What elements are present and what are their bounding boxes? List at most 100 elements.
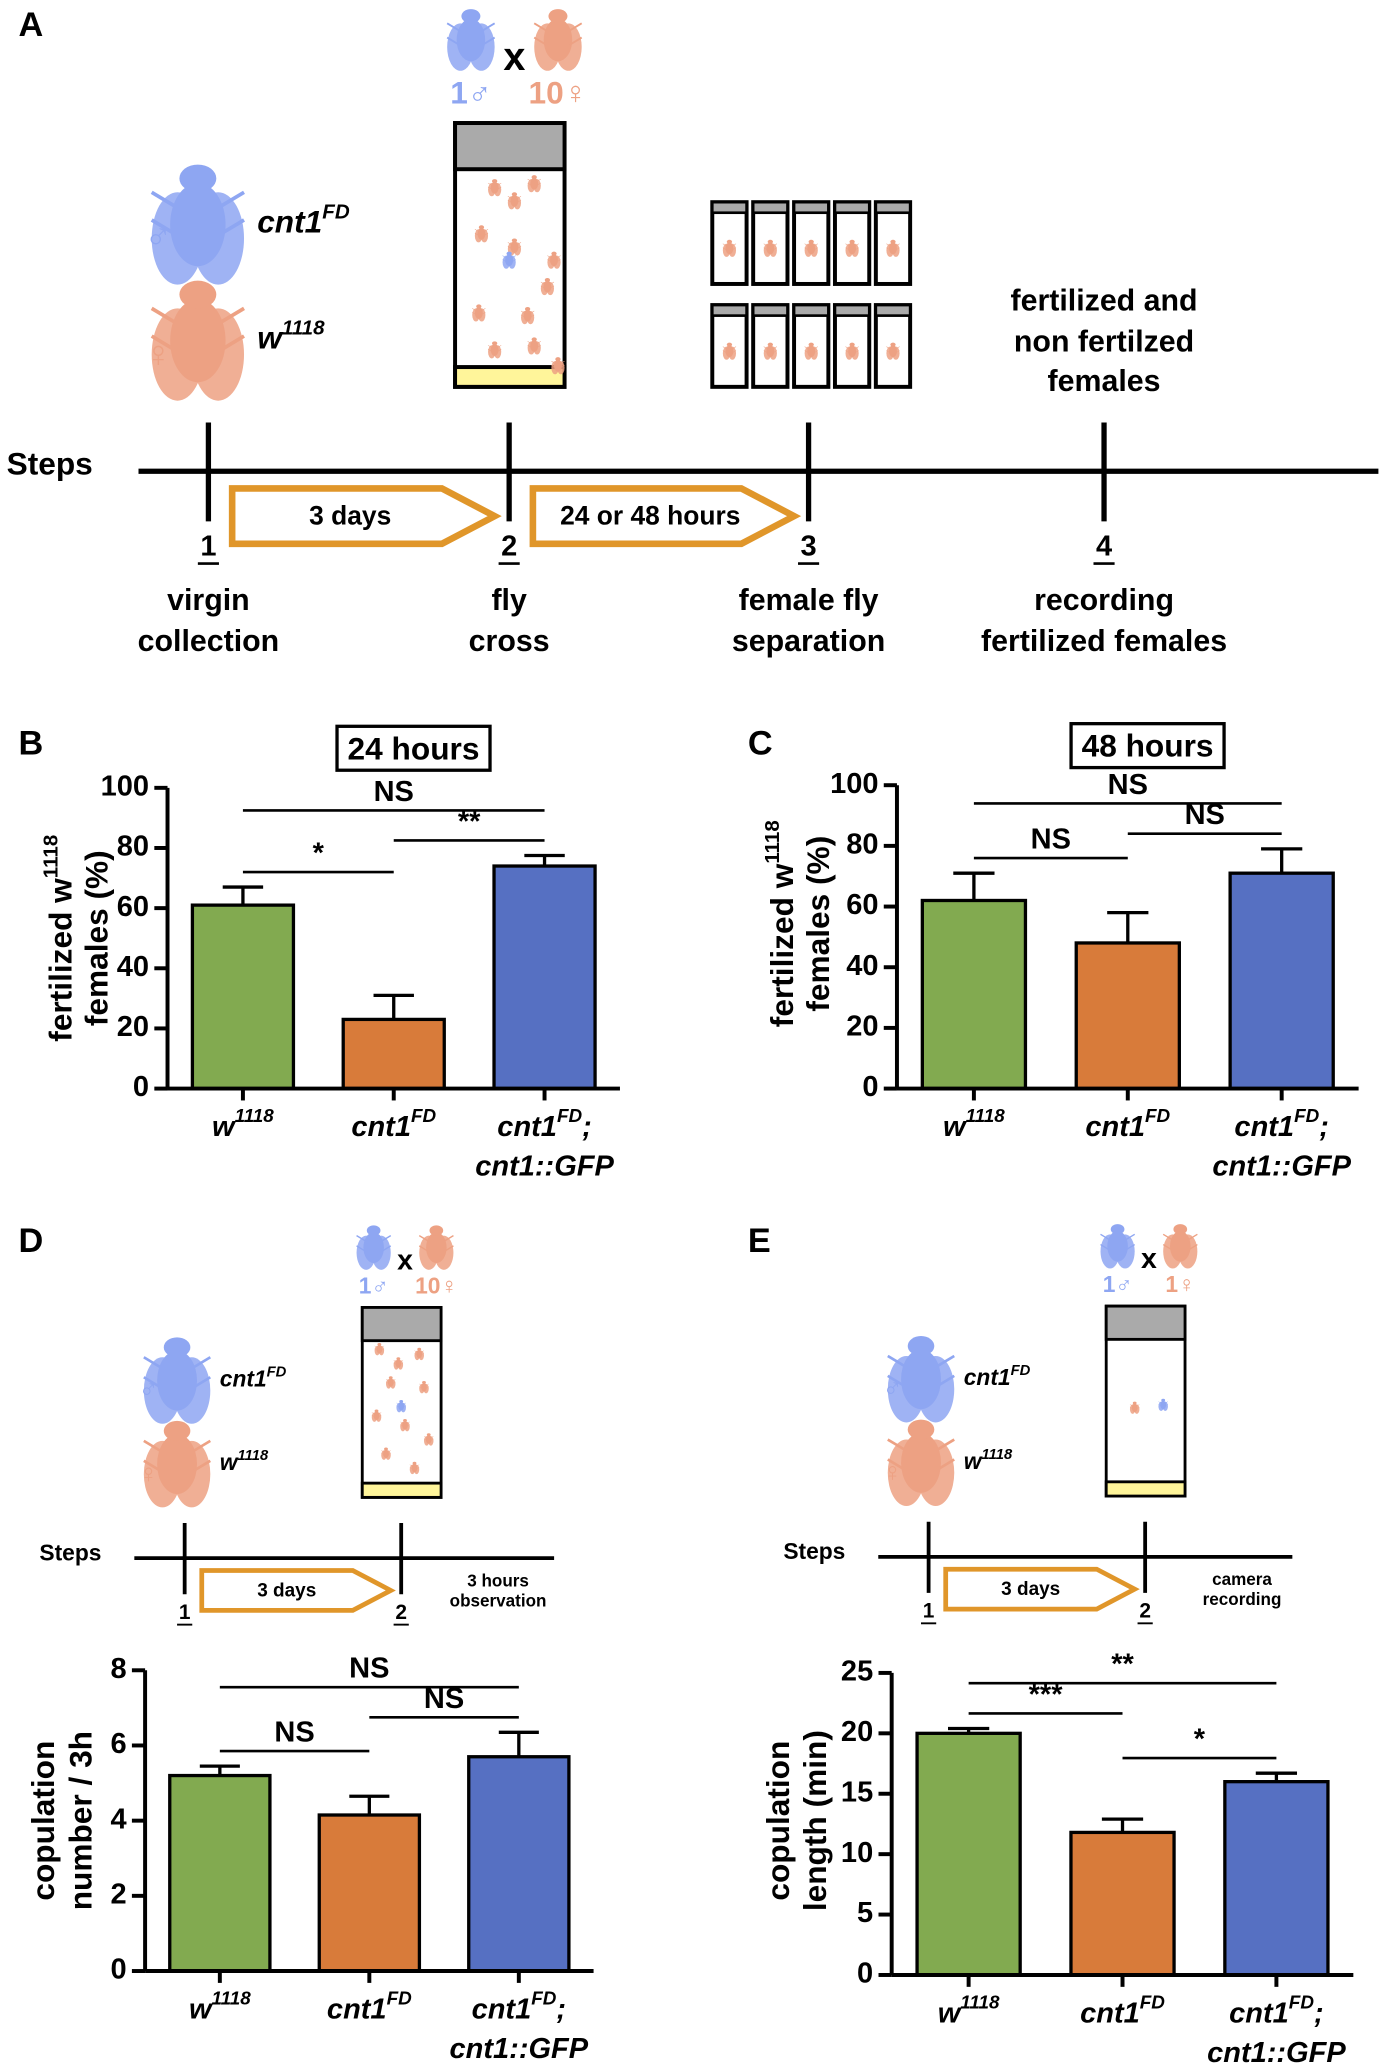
y-axis-label: copulation: [760, 1741, 796, 1901]
x-tick-label-text: cnt1: [1085, 1111, 1145, 1143]
fly-head: [384, 1447, 388, 1451]
fly-leg: [446, 22, 460, 32]
fly-leg: [388, 1453, 391, 1455]
step-number: 3: [801, 530, 817, 562]
fly-leg: [193, 1459, 211, 1472]
fly-leg: [804, 346, 809, 349]
panel-label: B: [18, 725, 43, 763]
fly-head: [426, 1433, 431, 1437]
fly-leg: [855, 346, 859, 349]
duration-label: 3 days: [1001, 1579, 1060, 1600]
significance-label: NS: [1031, 824, 1071, 856]
fly-leg: [550, 285, 555, 289]
fly-body: [1131, 1403, 1138, 1413]
fly-leg: [219, 306, 245, 324]
fly-leg: [403, 1402, 407, 1405]
fly-leg: [936, 1354, 955, 1368]
female-genotype-sup: 1118: [282, 317, 325, 340]
fly-leg: [1162, 1233, 1173, 1241]
fly-icon: [886, 342, 900, 360]
panel-label: A: [18, 6, 43, 44]
fly-icon: [520, 307, 535, 325]
y-axis-label: copulation: [26, 1741, 62, 1901]
fly-icon: [487, 179, 502, 197]
y-tick-label: 100: [830, 768, 878, 800]
fly-leg: [763, 243, 768, 246]
fly-body: [554, 359, 562, 372]
steps-label: Steps: [7, 445, 93, 481]
x-tick-label-text: w: [943, 1111, 968, 1143]
fly-leg: [550, 281, 555, 285]
significance-label: NS: [349, 1653, 389, 1685]
fly-head: [726, 239, 733, 244]
fly-icon: [1162, 1224, 1198, 1269]
fly-leg: [507, 196, 512, 199]
fly-leg: [381, 1235, 392, 1242]
x-tick-label-after: ;: [1319, 1111, 1329, 1143]
fly-body: [477, 227, 486, 240]
bar: [1228, 871, 1335, 1091]
fly-leg: [537, 178, 541, 182]
fly-leg: [388, 1450, 391, 1452]
y-tick-label: 40: [117, 951, 149, 983]
y-tick-label: 2: [110, 1878, 126, 1910]
duration-arrow: [199, 1568, 396, 1613]
fly-leg: [385, 1378, 389, 1381]
step-label: collection: [138, 625, 280, 658]
fly-body: [376, 1344, 383, 1354]
x-tick-label-sup: 1118: [235, 1106, 275, 1127]
fly-head: [179, 280, 217, 309]
fly-leg: [537, 182, 541, 186]
fly-leg: [472, 308, 476, 311]
x-tick-label-line2: cnt1::GFP: [475, 1150, 614, 1182]
fly-leg: [1158, 1404, 1161, 1407]
fly-leg: [1100, 1233, 1110, 1241]
fly-icon: [502, 251, 516, 269]
fly-leg: [487, 182, 492, 186]
fly-leg: [474, 228, 479, 232]
x-tick-label-sup: FD: [1289, 1992, 1315, 2013]
fly-leg: [1136, 1404, 1140, 1407]
fly-leg: [381, 1348, 385, 1351]
fly-head: [1173, 1224, 1188, 1235]
fly-leg: [845, 247, 849, 250]
panel-label: D: [18, 1222, 43, 1260]
steps-label: Steps: [39, 1539, 101, 1565]
y-axis-label-sup: 1118: [761, 820, 784, 863]
fly-leg: [502, 259, 506, 262]
fly-leg: [143, 1356, 162, 1369]
y-tick-label: 25: [841, 1656, 873, 1688]
fly-leg: [517, 196, 522, 199]
male-genotype-text: cnt1: [257, 204, 322, 240]
fly-leg: [487, 345, 492, 348]
fly-icon: [409, 1461, 420, 1475]
fly-leg: [407, 1424, 410, 1427]
fly-icon: [887, 1419, 955, 1507]
fly-icon: [507, 192, 522, 210]
fly-leg: [393, 1381, 396, 1384]
fly-head: [163, 1337, 191, 1358]
fly-head: [511, 192, 518, 197]
female-genotype-text: w: [257, 320, 284, 356]
fly-leg: [381, 1345, 385, 1348]
step-number: 2: [395, 1601, 407, 1624]
female-symbol: ♀: [883, 1457, 903, 1487]
chart-title: 24 hours: [348, 730, 480, 766]
fly-leg: [1129, 1407, 1133, 1409]
fly-body: [505, 254, 514, 267]
fly-body: [807, 345, 816, 358]
female-count: 10♀: [528, 75, 587, 111]
y-tick-label: 0: [857, 1958, 873, 1990]
fly-icon: [1158, 1398, 1169, 1412]
fly-head: [377, 1343, 382, 1346]
y-tick-label: 8: [110, 1653, 126, 1685]
fly-leg: [414, 1350, 417, 1353]
x-tick-label-text: cnt1: [1234, 1111, 1294, 1143]
fly-head: [890, 342, 896, 347]
fly-icon: [385, 1376, 396, 1389]
y-tick-label: 6: [110, 1728, 126, 1760]
fly-head: [531, 337, 537, 342]
fly-leg: [886, 346, 890, 349]
fly-leg: [887, 1438, 906, 1451]
fly-head: [808, 239, 814, 244]
